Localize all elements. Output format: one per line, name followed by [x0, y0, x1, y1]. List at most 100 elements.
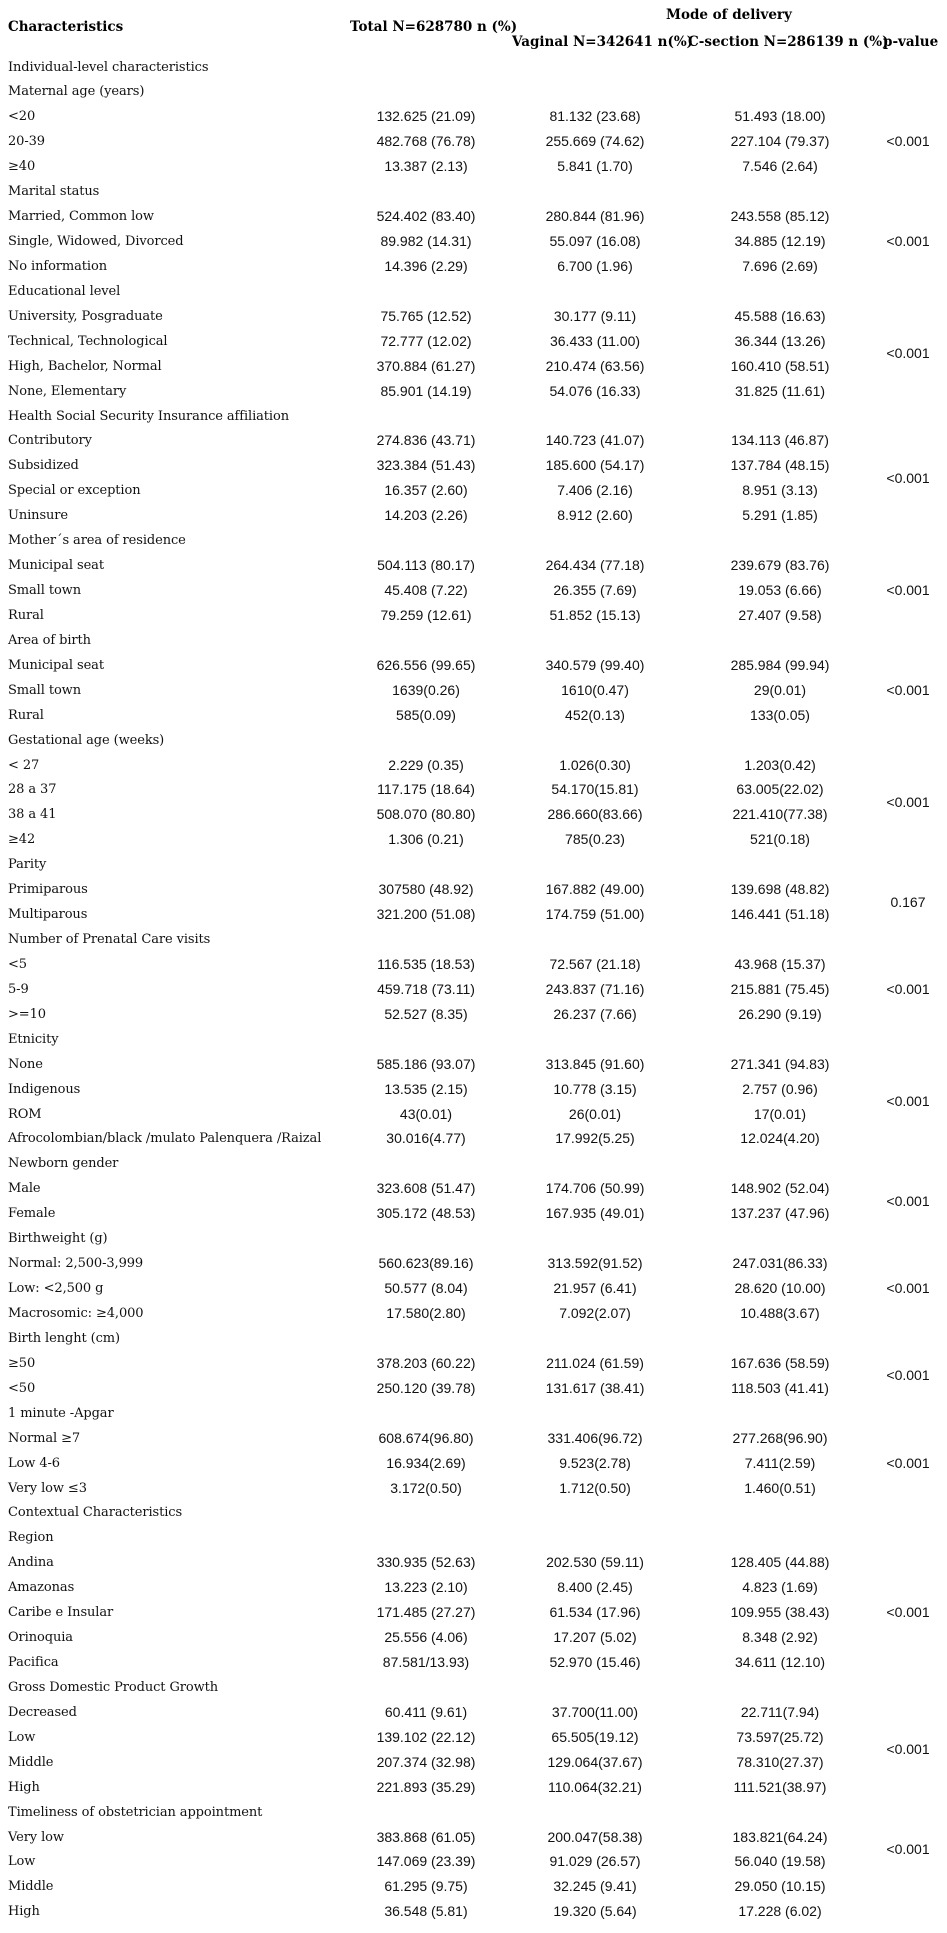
- cell-total: 61.295 (9.75): [384, 1878, 468, 1895]
- cell-csection: 34.611 (12.10): [734, 1654, 826, 1671]
- cell-total: 585.186 (93.07): [376, 1055, 476, 1072]
- cell-total: 45.408 (7.22): [384, 582, 468, 599]
- header-vaginal: Vaginal N=342641 n(%): [512, 34, 694, 50]
- cell-vaginal: 36.433 (11.00): [549, 332, 641, 349]
- cell-pvalue: <0.001: [886, 233, 930, 249]
- cell-csection: 139.698 (48.82): [730, 881, 830, 898]
- cell-total: 50.577 (8.04): [384, 1280, 468, 1297]
- cell-csection: 7.696 (2.69): [742, 257, 818, 274]
- row-label: Municipal seat: [8, 558, 104, 574]
- cell-csection: 271.341 (94.83): [730, 1055, 830, 1072]
- cell-pvalue: 0.167: [890, 893, 926, 910]
- cell-vaginal: 167.935 (49.01): [545, 1205, 645, 1222]
- group-label: Birth lenght (cm): [8, 1330, 120, 1346]
- table-row: Female 305.172 (48.53) 167.935 (49.01) 137.…: [0, 1201, 947, 1226]
- table-row: Contributory 274.836 (43.71) 140.723 (41.0…: [0, 428, 947, 453]
- table-row: Uninsure 14.203 (2.26) 8.912 (2.60) 5.291 (…: [0, 503, 947, 528]
- table-row: ≥40 13.387 (2.13) 5.841 (1.70) 7.546 (2.64): [0, 154, 947, 179]
- cell-vaginal: 7.092(2.07): [559, 1305, 631, 1321]
- row-label: Caribe e Insular: [8, 1605, 114, 1621]
- cell-pvalue: <0.001: [886, 1741, 930, 1758]
- cell-csection: 247.031(86.33): [732, 1255, 828, 1272]
- cell-csection: 29.050 (10.15): [734, 1878, 826, 1895]
- cell-csection: 118.503 (41.41): [731, 1379, 829, 1396]
- row-label: Very low ≤3: [8, 1480, 87, 1496]
- table-row: Amazonas 13.223 (2.10) 8.400 (2.45) 4.823 (…: [0, 1575, 947, 1600]
- cell-pvalue: <0.001: [886, 980, 930, 997]
- table-group-heading: Contextual Characteristics: [0, 1500, 947, 1525]
- cell-total: 383.868 (61.05): [376, 1828, 476, 1845]
- row-label: Normal: 2,500-3,999: [8, 1256, 144, 1272]
- row-label: None: [8, 1056, 43, 1072]
- cell-csection: 137.237 (47.96): [730, 1205, 830, 1222]
- cell-csection: 243.558 (85.12): [730, 208, 830, 225]
- table-row: Low 4-6 16.934(2.69) 9.523(2.78) 7.411(2.59…: [0, 1451, 947, 1476]
- table-row: Decreased 60.411 (9.61) 37.700(11.00) 22.71…: [0, 1700, 947, 1725]
- cell-csection: 215.881 (75.45): [730, 980, 830, 997]
- row-label: Contributory: [8, 433, 92, 449]
- table-row: Primiparous 307580 (48.92) 167.882 (49.00)…: [0, 877, 947, 902]
- cell-csection: 8.348 (2.92): [742, 1629, 818, 1646]
- cell-csection: 285.984 (99.94): [730, 656, 830, 673]
- cell-csection: 4.823 (1.69): [742, 1579, 818, 1596]
- cell-csection: 29(0.01): [753, 681, 807, 698]
- cell-total: 1639(0.26): [392, 681, 460, 698]
- cell-pvalue: <0.001: [886, 1280, 930, 1297]
- cell-vaginal: 54.076 (16.33): [549, 382, 641, 399]
- row-label: 38 a 41: [8, 807, 57, 823]
- row-label: Amazonas: [8, 1580, 75, 1596]
- cell-total: 79.259 (12.61): [380, 606, 472, 623]
- group-label: Mother´s area of residence: [8, 533, 186, 549]
- table-group-heading: Number of Prenatal Care visits: [0, 927, 947, 952]
- table-row: Very low ≤3 3.172(0.50) 1.712(0.50) 1.460(0…: [0, 1476, 947, 1501]
- table-row: Indigenous 13.535 (2.15) 10.778 (3.15) 2.75…: [0, 1077, 947, 1102]
- table-row: Technical, Technological 72.777 (12.02) 36…: [0, 329, 947, 354]
- cell-csection: 26.290 (9.19): [738, 1005, 822, 1022]
- row-label: ROM: [8, 1106, 42, 1122]
- cell-total: 524.402 (83.40): [376, 208, 476, 225]
- table-row: Normal: 2,500-3,999 560.623(89.16) 313.592…: [0, 1251, 947, 1276]
- table-row: >=10 52.527 (8.35) 26.237 (7.66) 26.290 (9.…: [0, 1002, 947, 1027]
- cell-csection: 1.203(0.42): [744, 756, 816, 773]
- cell-vaginal: 129.064(37.67): [547, 1753, 643, 1770]
- table-row: 38 a 41 508.070 (80.80) 286.660(83.66) 221.…: [0, 802, 947, 827]
- cell-total: 36.548 (5.81): [384, 1903, 468, 1920]
- header-mode-of-delivery: Mode of delivery: [666, 7, 792, 23]
- row-label: Pacifica: [8, 1655, 59, 1671]
- table-group-heading: Mother´s area of residence: [0, 528, 947, 553]
- cell-total: 13.387 (2.13): [384, 158, 468, 175]
- row-label: 28 a 37: [8, 782, 57, 798]
- row-label: ≥50: [8, 1355, 36, 1371]
- cell-vaginal: 21.957 (6.41): [553, 1280, 637, 1297]
- cell-total: 14.203 (2.26): [384, 507, 468, 524]
- cell-vaginal: 7.406 (2.16): [557, 482, 633, 499]
- row-label: Low 4-6: [8, 1455, 60, 1471]
- cell-csection: 133(0.05): [750, 706, 810, 723]
- cell-csection: 521(0.18): [750, 831, 810, 848]
- table-row: None, Elementary 85.901 (14.19) 54.076 (16…: [0, 379, 947, 404]
- table-group-heading: Health Social Security Insurance affilia…: [0, 404, 947, 429]
- cell-total: 147.069 (23.39): [376, 1853, 476, 1870]
- table-group-heading: Area of birth: [0, 628, 947, 653]
- row-label: >=10: [8, 1006, 46, 1022]
- group-label: Region: [8, 1530, 54, 1546]
- table-row: High 36.548 (5.81) 19.320 (5.64) 17.228 (6.…: [0, 1899, 947, 1924]
- cell-csection: 12.024(4.20): [740, 1130, 820, 1147]
- cell-pvalue: <0.001: [886, 1604, 930, 1621]
- table-row: 28 a 37 117.175 (18.64) 54.170(15.81) 63.00…: [0, 777, 947, 802]
- table-row: Municipal seat 504.113 (80.17) 264.434 (77…: [0, 553, 947, 578]
- row-label: Multiparous: [8, 907, 88, 923]
- cell-vaginal: 1.712(0.50): [559, 1479, 631, 1496]
- row-label: Small town: [8, 682, 81, 698]
- table-group-heading: Marital status: [0, 179, 947, 204]
- cell-total: 75.765 (12.52): [380, 307, 472, 324]
- table-row: Caribe e Insular 171.485 (27.27) 61.534 (1…: [0, 1600, 947, 1625]
- cell-csection: 17.228 (6.02): [738, 1903, 822, 1920]
- cell-csection: 8.951 (3.13): [742, 482, 818, 499]
- row-label: <50: [8, 1380, 36, 1396]
- cell-vaginal: 81.132 (23.68): [549, 108, 641, 125]
- group-label: 1 minute -Apgar: [8, 1405, 114, 1421]
- cell-vaginal: 37.700(11.00): [551, 1703, 639, 1720]
- cell-vaginal: 26.355 (7.69): [553, 582, 637, 599]
- row-label: Indigenous: [8, 1081, 81, 1097]
